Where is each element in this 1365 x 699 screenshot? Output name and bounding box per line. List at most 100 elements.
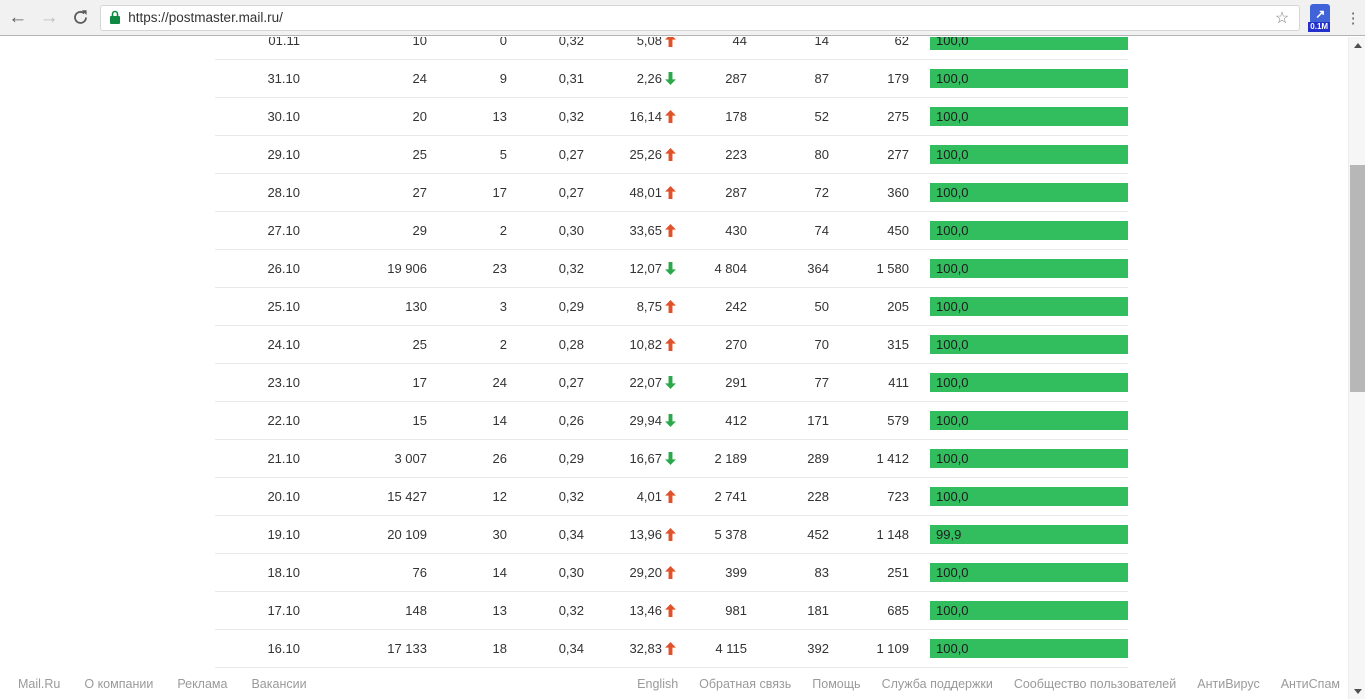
- scroll-up-button[interactable]: [1349, 37, 1365, 53]
- value-cell-7: 1 109: [876, 641, 909, 656]
- value-cell-7: 277: [887, 147, 909, 162]
- address-bar[interactable]: https://postmaster.mail.ru/ ☆: [100, 4, 1301, 31]
- value-cell-5: 399: [725, 565, 747, 580]
- date-cell: 17.10: [267, 603, 300, 618]
- footer-link-left-0[interactable]: Mail.Ru: [18, 677, 61, 691]
- value-cell-3: 0,32: [558, 261, 584, 276]
- footer-link-left-1[interactable]: О компании: [84, 677, 154, 691]
- value-cell-6: 70: [814, 337, 829, 352]
- footer-link-right-6[interactable]: АнтиСпам: [1280, 677, 1340, 691]
- footer-link-right-0[interactable]: English: [637, 677, 679, 691]
- percent-value: 13,96: [629, 527, 662, 542]
- table-row[interactable]: 16.10 17 133 18 0,34 32,83 4 115 392 1 1…: [215, 630, 1128, 668]
- vertical-scrollbar[interactable]: [1348, 37, 1365, 699]
- extension-button[interactable]: ↗ 0.1M: [1308, 3, 1331, 33]
- table-row[interactable]: 31.10 24 9 0,31 2,26 287 87 179 100,0: [215, 60, 1128, 98]
- footer-link-left-3[interactable]: Вакансии: [251, 677, 307, 691]
- footer-link-right-1[interactable]: Обратная связь: [699, 677, 792, 691]
- percent-value: 33,65: [629, 223, 662, 238]
- delivery-rate-cell: 100,0: [930, 563, 1128, 582]
- value-cell-7: 685: [887, 603, 909, 618]
- table-row[interactable]: 24.10 25 2 0,28 10,82 270 70 315 100,0: [215, 326, 1128, 364]
- value-cell-1: 24: [412, 71, 427, 86]
- footer-link-right-5[interactable]: АнтиВирус: [1197, 677, 1260, 691]
- percent-value: 16,67: [629, 451, 662, 466]
- table-row[interactable]: 18.10 76 14 0,30 29,20 399 83 251 100,0: [215, 554, 1128, 592]
- url-text[interactable]: https://postmaster.mail.ru/: [128, 10, 283, 25]
- table-row[interactable]: 28.10 27 17 0,27 48,01 287 72 360 100,0: [215, 174, 1128, 212]
- table-row[interactable]: 23.10 17 24 0,27 22,07 291 77 411 100,0: [215, 364, 1128, 402]
- refresh-button[interactable]: [67, 3, 94, 33]
- delivery-rate-cell: 100,0: [930, 601, 1128, 620]
- value-cell-5: 223: [725, 147, 747, 162]
- forward-button[interactable]: →: [39, 6, 59, 28]
- value-cell-2: 13: [492, 603, 507, 618]
- footer-link-left-2[interactable]: Реклама: [177, 677, 228, 691]
- back-button[interactable]: ←: [8, 6, 28, 28]
- footer-link-right-3[interactable]: Служба поддержки: [881, 677, 993, 691]
- table-row[interactable]: 30.10 20 13 0,32 16,14 178 52 275 100,0: [215, 98, 1128, 136]
- scroll-down-button[interactable]: [1349, 683, 1365, 699]
- delivery-rate-cell: 100,0: [930, 297, 1128, 316]
- percent-value: 2,26: [636, 71, 662, 86]
- value-cell-6: 74: [814, 223, 829, 238]
- table-row[interactable]: 25.10 130 3 0,29 8,75 242 50 205 100,0: [215, 288, 1128, 326]
- table-row[interactable]: 17.10 148 13 0,32 13,46 981 181 685 100,…: [215, 592, 1128, 630]
- percent-value: 13,46: [629, 603, 662, 618]
- table-row[interactable]: 27.10 29 2 0,30 33,65 430 74 450 100,0: [215, 212, 1128, 250]
- scroll-down-icon: [1353, 688, 1362, 694]
- footer-link-right-2[interactable]: Помощь: [812, 677, 861, 691]
- table-row[interactable]: 29.10 25 5 0,27 25,26 223 80 277 100,0: [215, 136, 1128, 174]
- table-row[interactable]: 19.10 20 109 30 0,34 13,96 5 378 452 1 1…: [215, 516, 1128, 554]
- footer-link-right-4[interactable]: Сообщество пользователей: [1013, 677, 1177, 691]
- value-cell-3: 0,29: [558, 451, 584, 466]
- table-row[interactable]: 26.10 19 906 23 0,32 12,07 4 804 364 1 5…: [215, 250, 1128, 288]
- delivery-rate-cell: 99,9: [930, 525, 1128, 544]
- value-cell-5: 291: [725, 375, 747, 390]
- secure-lock-icon[interactable]: [109, 10, 121, 25]
- date-cell: 18.10: [267, 565, 300, 580]
- value-cell-3: 0,32: [558, 109, 584, 124]
- scrollbar-thumb[interactable]: [1350, 165, 1365, 392]
- delivery-rate-bar: 100,0: [930, 145, 1128, 164]
- value-cell-7: 579: [887, 413, 909, 428]
- value-cell-1: 3 007: [394, 451, 427, 466]
- delivery-rate-cell: 100,0: [930, 487, 1128, 506]
- value-cell-1: 19 906: [387, 261, 427, 276]
- percent-cell: 16,67: [584, 451, 676, 466]
- value-cell-1: 10: [412, 37, 427, 48]
- value-cell-6: 228: [807, 489, 829, 504]
- delivery-rate-cell: 100,0: [930, 449, 1128, 468]
- bookmark-star-icon[interactable]: ☆: [1274, 9, 1290, 27]
- table-row[interactable]: 22.10 15 14 0,26 29,94 412 171 579 100,0: [215, 402, 1128, 440]
- delivery-rate-cell: 100,0: [930, 183, 1128, 202]
- date-cell: 25.10: [267, 299, 300, 314]
- value-cell-1: 76: [412, 565, 427, 580]
- value-cell-5: 4 115: [715, 641, 747, 656]
- date-cell: 21.10: [267, 451, 300, 466]
- delivery-rate-bar: 100,0: [930, 335, 1128, 354]
- percent-value: 22,07: [629, 375, 662, 390]
- value-cell-2: 2: [499, 223, 507, 238]
- delivery-rate-bar: 100,0: [930, 601, 1128, 620]
- delivery-rate-bar: 100,0: [930, 411, 1128, 430]
- value-cell-7: 723: [887, 489, 909, 504]
- value-cell-7: 360: [887, 185, 909, 200]
- value-cell-3: 0,29: [558, 299, 584, 314]
- value-cell-2: 14: [492, 413, 507, 428]
- table-row[interactable]: 20.10 15 427 12 0,32 4,01 2 741 228 723 …: [215, 478, 1128, 516]
- value-cell-2: 0: [499, 37, 507, 48]
- value-cell-3: 0,27: [558, 375, 584, 390]
- delivery-rate-bar: 100,0: [930, 639, 1128, 658]
- table-row[interactable]: 01.11 10 0 0,32 5,08 44 14 62 100,0: [215, 37, 1128, 60]
- value-cell-5: 981: [725, 603, 747, 618]
- percent-cell: 8,75: [584, 299, 676, 314]
- percent-cell: 16,14: [584, 109, 676, 124]
- trend-down-icon: [665, 414, 676, 427]
- delivery-rate-bar: 100,0: [930, 183, 1128, 202]
- value-cell-5: 242: [725, 299, 747, 314]
- chrome-menu-button[interactable]: ⋮: [1345, 9, 1361, 27]
- value-cell-5: 5 378: [714, 527, 747, 542]
- table-row[interactable]: 21.10 3 007 26 0,29 16,67 2 189 289 1 41…: [215, 440, 1128, 478]
- value-cell-1: 15: [412, 413, 427, 428]
